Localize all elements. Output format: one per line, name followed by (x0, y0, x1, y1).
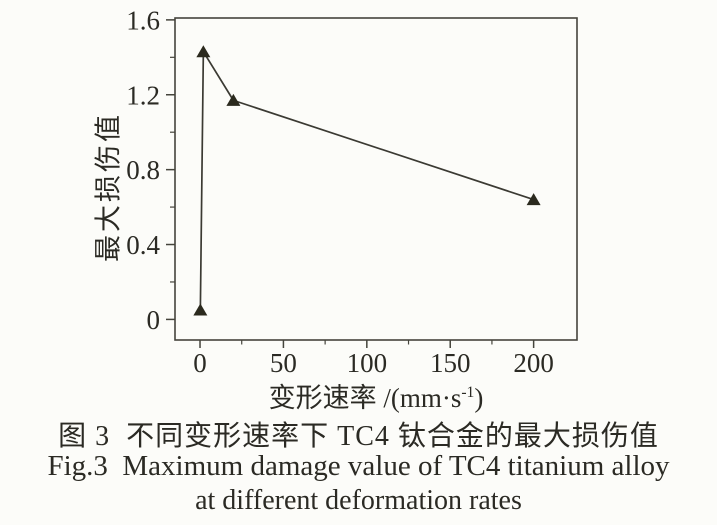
chart-area: 0 50 100 150 200 0 0.4 0.8 1.2 1.6 最大损伤值 变形速率 /(m… (87, 5, 578, 415)
x-tick-label: 150 (430, 348, 471, 378)
data-point-marker (226, 93, 241, 106)
caption-english-line1: Fig.3 Maximum damage value of TC4 titani… (47, 450, 670, 482)
y-tick-label: 0.8 (126, 155, 160, 185)
x-tick-label: 50 (270, 348, 297, 378)
series-line (199, 50, 534, 311)
y-axis-title: 最大损伤值 (87, 112, 126, 262)
data-point-marker (193, 303, 208, 316)
data-point-marker (196, 45, 211, 58)
caption-english-line2: at different deformation rates (195, 485, 522, 516)
y-tick-label: 0 (147, 305, 161, 335)
plot-frame (174, 17, 578, 341)
y-tick-label: 1.6 (126, 5, 160, 35)
x-tick-label: 0 (193, 348, 207, 378)
y-tick-label: 1.2 (126, 80, 160, 110)
x-axis-unit-close: ) (474, 383, 484, 413)
y-axis-title-text: 最大损伤值 (93, 112, 124, 262)
caption-chinese: 图 3 不同变形速率下 TC4 钛合金的最大损伤值 (58, 421, 659, 452)
line-chart-canvas: 0 50 100 150 200 0 0.4 0.8 1.2 1.6 (126, 5, 578, 378)
x-axis-title: 变形速率 /(mm·s-1) (175, 376, 577, 415)
y-tick-label: 0.4 (126, 230, 160, 260)
x-axis-title-text: 变形速率 /(mm·s (268, 383, 462, 413)
x-axis-unit-exponent: -1 (461, 384, 475, 401)
x-tick-label: 100 (347, 348, 388, 378)
data-point-marker (526, 193, 541, 206)
x-tick-label: 200 (513, 348, 554, 378)
